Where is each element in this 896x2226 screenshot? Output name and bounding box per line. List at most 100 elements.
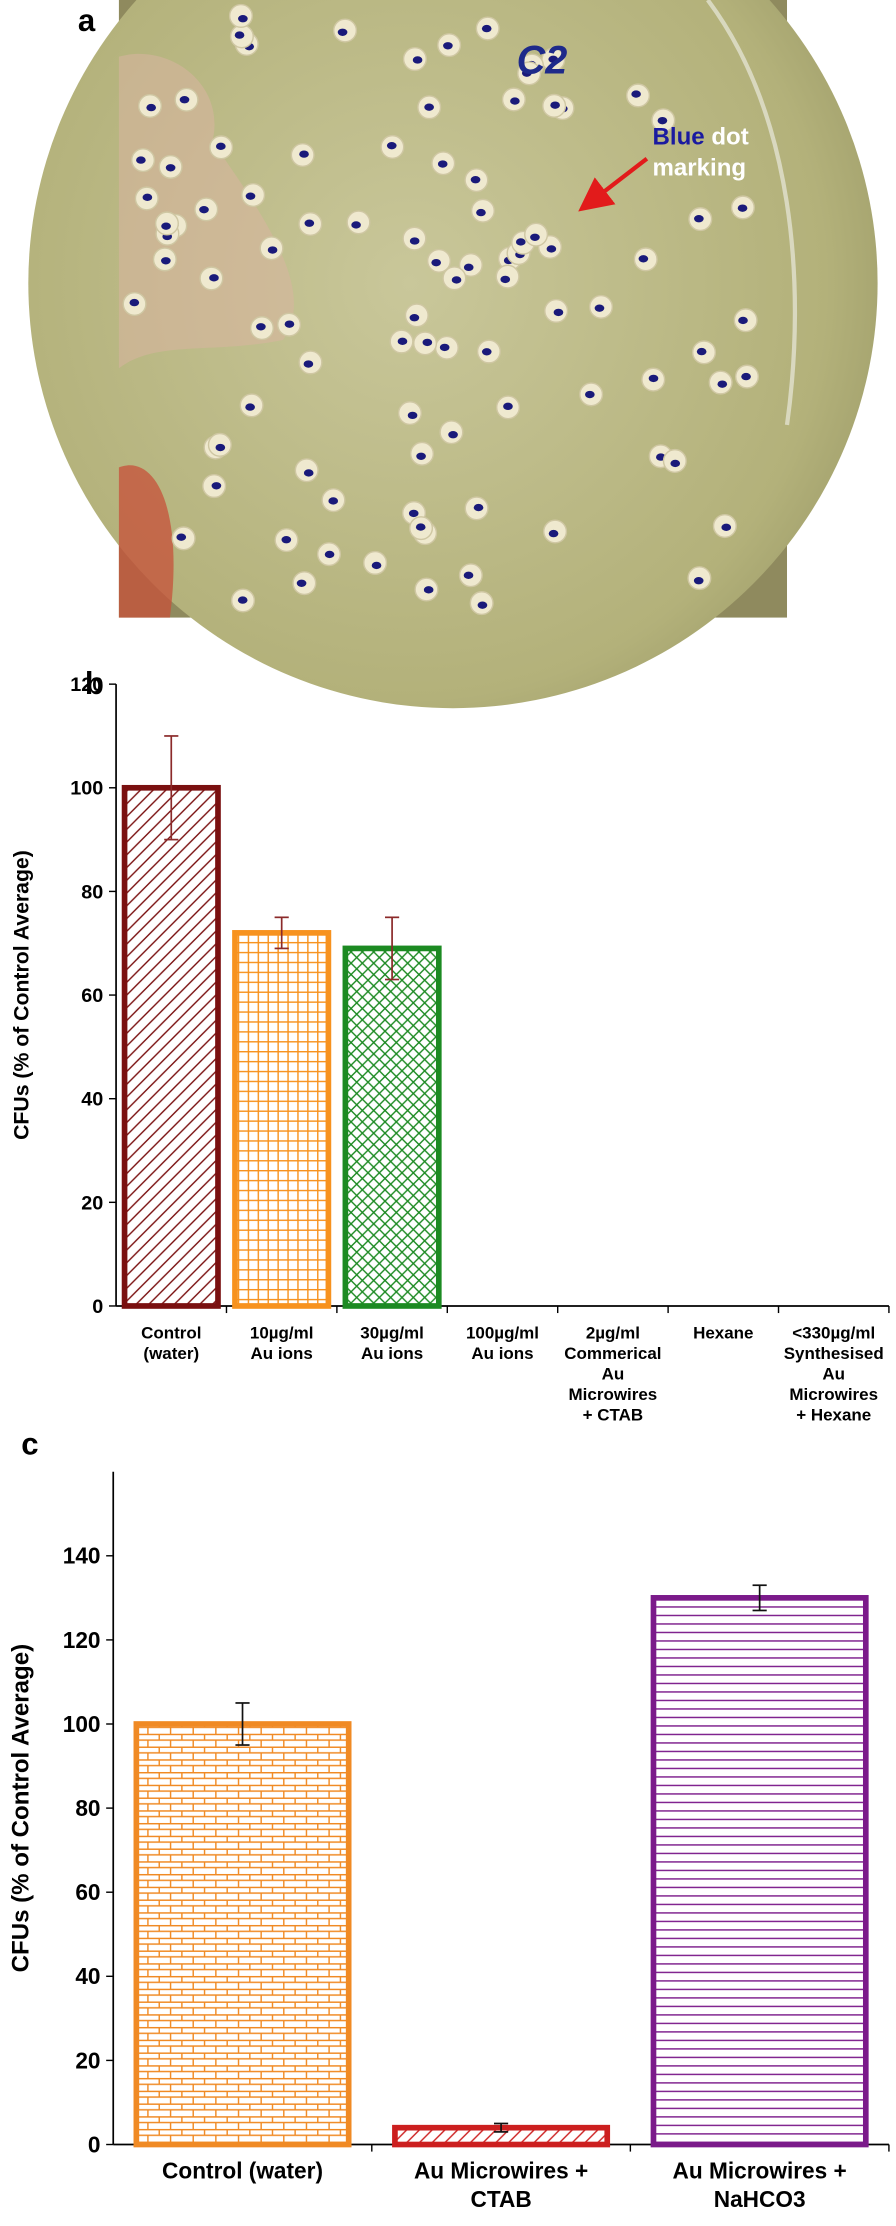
blue-dot (328, 497, 339, 505)
x-tick-label: 100µg/ml Au ions (466, 1324, 539, 1364)
x-tick-label: Hexane (693, 1324, 753, 1343)
blue-dot (548, 55, 559, 63)
blue-dot (234, 31, 245, 39)
blue-dot (351, 221, 361, 229)
blue-dot (585, 390, 595, 399)
y-axis-label: CFUs (% of Control Average) (7, 1644, 34, 1973)
blue-dot (481, 348, 492, 356)
blue-dot (510, 97, 520, 105)
blue-dot (530, 233, 540, 241)
blue-dot (550, 101, 560, 109)
blue-dot (337, 28, 348, 36)
y-tick-label: 120 (70, 674, 103, 696)
annotation-arrow (578, 156, 649, 212)
blue-dot (142, 193, 153, 201)
blue-dot (304, 219, 315, 227)
blue-dot (146, 103, 156, 112)
blue-dot (165, 164, 176, 172)
plate-mark: C2 (517, 39, 568, 83)
blue-dot (256, 323, 266, 331)
annotation: Blue dot (653, 123, 749, 150)
blue-dot (267, 246, 278, 254)
blue-dot (594, 304, 605, 312)
blue-dot (284, 320, 295, 328)
blue-dot (638, 255, 649, 263)
y-tick-label: 80 (75, 1795, 100, 1821)
blue-dot (521, 69, 532, 77)
y-tick-label: 100 (70, 778, 103, 800)
blue-dot (179, 96, 190, 104)
x-tick-label: Au Microwires + CTAB (414, 2157, 588, 2211)
y-tick-label: 80 (81, 881, 103, 903)
panel-label: c (21, 1427, 38, 1462)
blue-dot (737, 204, 748, 212)
blue-dot (215, 443, 226, 452)
blue-dot (281, 536, 292, 544)
y-tick-label: 0 (88, 2131, 101, 2157)
blue-dot (470, 176, 481, 184)
x-tick-label: <330µg/ml Synthesised Au Microwires + Hexane (784, 1324, 884, 1425)
blue-dot (477, 601, 488, 609)
blue-dot (209, 274, 219, 282)
x-tick-label: 30µg/ml Au ions (360, 1324, 424, 1364)
blue-dot (443, 42, 453, 50)
x-tick-label: 2µg/ml Commerical Au Microwires + CTAB (564, 1324, 661, 1425)
y-tick-label: 0 (92, 1296, 103, 1318)
blue-dot (476, 208, 486, 217)
y-tick-label: 40 (75, 1963, 100, 1989)
blue-dot (324, 550, 335, 559)
blue-dot (437, 160, 448, 168)
blue-dot (463, 571, 474, 579)
blue-dot (448, 431, 458, 439)
blue-dot (416, 452, 426, 460)
blue-dot (546, 245, 557, 253)
panel-label: b (85, 666, 104, 701)
plate-photo (28, 0, 878, 709)
y-tick-label: 140 (63, 1543, 101, 1569)
blue-dot (303, 469, 314, 477)
bar (121, 784, 221, 1309)
blue-dot (721, 523, 732, 532)
blue-dot (408, 509, 419, 518)
blue-dot (161, 222, 171, 230)
blue-dot (500, 275, 511, 284)
annotation-word: marking (653, 155, 747, 182)
blue-dot (371, 561, 382, 570)
blue-dot (296, 579, 307, 587)
blue-dot (397, 337, 408, 346)
blue-dot (386, 141, 397, 150)
y-tick-label: 60 (75, 1879, 100, 1905)
blue-dot (161, 257, 171, 265)
blue-dot (176, 533, 187, 541)
blue-dot (199, 206, 209, 214)
panel-label: a (78, 3, 96, 38)
y-tick-label: 20 (75, 2047, 100, 2073)
blue-dot (237, 596, 248, 604)
blue-dot (409, 237, 420, 245)
blue-dot (694, 215, 704, 223)
blue-dot (136, 156, 146, 164)
blue-dot (631, 90, 641, 98)
blue-dot (696, 347, 707, 356)
blue-dot (553, 308, 564, 317)
blue-dot (657, 116, 668, 125)
bar (133, 1721, 352, 2148)
blue-dot (431, 258, 441, 267)
blue-dot (216, 142, 226, 150)
blue-dot (422, 338, 433, 347)
blue-dot (412, 56, 423, 64)
blue-dot (515, 238, 526, 246)
bar (342, 945, 442, 1309)
blue-dot (245, 192, 256, 200)
blue-dot (503, 402, 513, 411)
blue-dot (129, 298, 140, 307)
x-tick-label: 10µg/ml Au ions (250, 1324, 314, 1364)
blue-dot (451, 276, 462, 284)
y-tick-label: 60 (81, 985, 103, 1007)
annotation-word: dot (711, 123, 748, 150)
blue-dot (670, 459, 681, 468)
annotation-word: Blue (653, 123, 705, 150)
blue-dot (481, 24, 492, 33)
